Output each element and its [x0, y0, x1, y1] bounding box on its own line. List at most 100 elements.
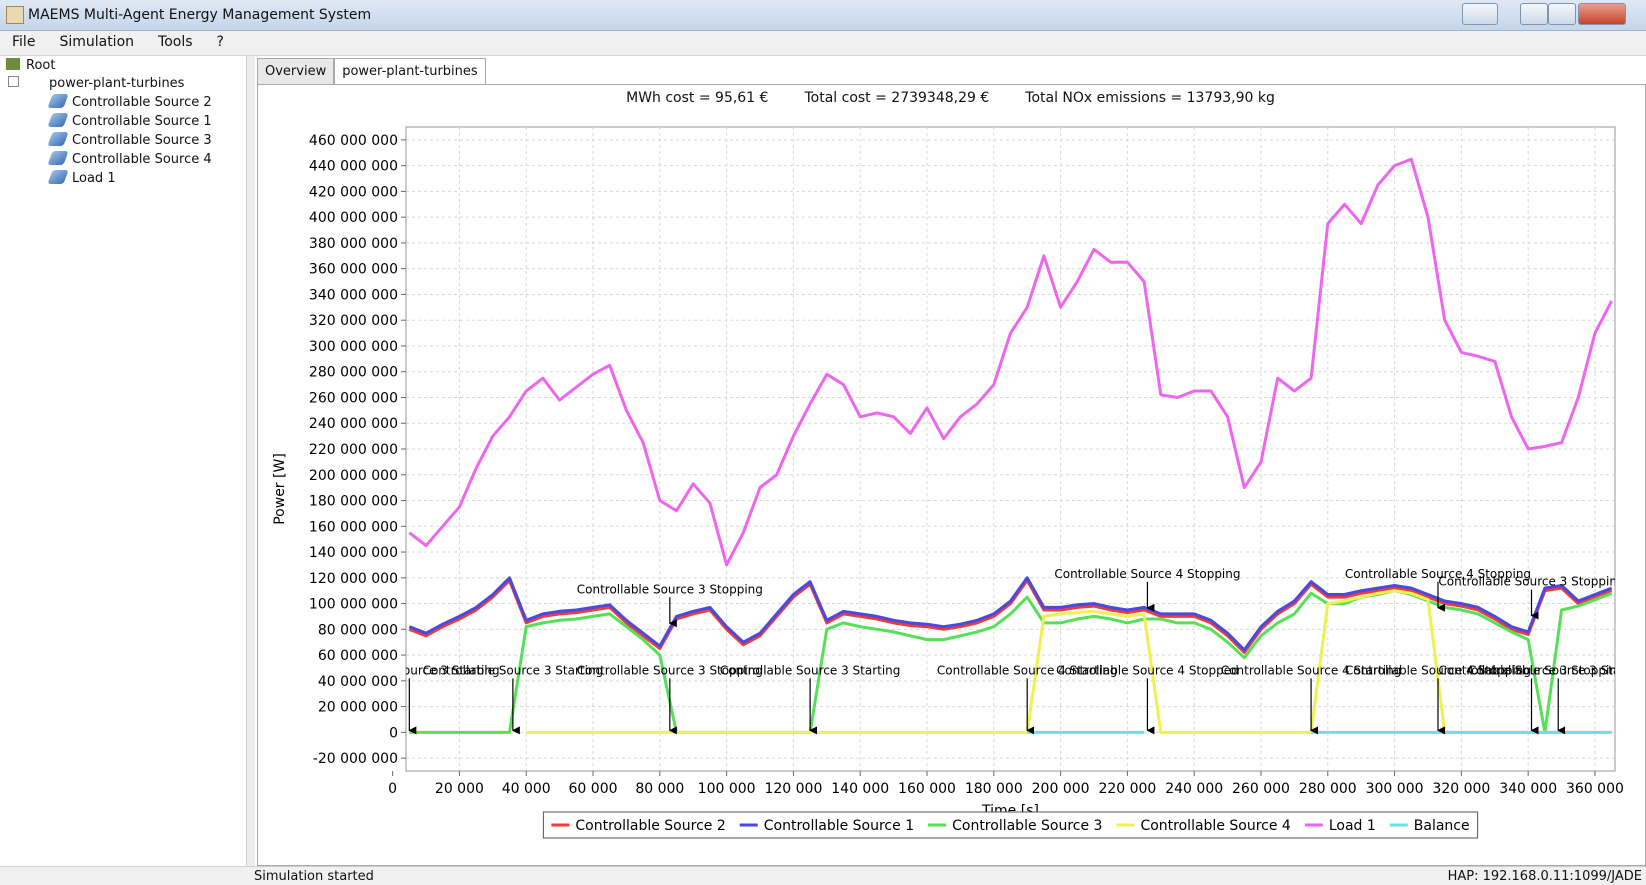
y-tick-label: 60 000 000 [318, 648, 398, 664]
tree-leaf[interactable]: Controllable Source 2 [47, 94, 212, 110]
annotation-text: Controllable Source 4 Starting [937, 663, 1118, 677]
tree-label: Controllable Source 1 [72, 114, 212, 129]
x-tick-label: 320 000 [1432, 781, 1490, 797]
chart: -20 000 000 0 20 000 000 40 000 000 60 000 0… [272, 126, 1645, 839]
series-line [408, 576, 1613, 652]
window-title: MAEMS Multi-Agent Energy Management Syst… [28, 7, 372, 23]
series-line [408, 157, 1614, 567]
splitter[interactable] [247, 56, 255, 866]
y-tick-label: 440 000 000 [309, 159, 398, 175]
summary-text: Total cost = 2739348,29 € [804, 90, 990, 106]
annotation-text: Controllable Source 4 Stopping [1054, 567, 1240, 581]
x-tick-label: 340 000 [1499, 781, 1557, 797]
x-tick-label: 220 000 [1098, 781, 1156, 797]
series-line [526, 589, 1612, 734]
tab[interactable]: power-plant-turbines [334, 58, 486, 84]
maximize-button[interactable] [1548, 3, 1576, 25]
y-tick-label: 280 000 000 [309, 365, 398, 381]
x-tick-label: 20 000 [435, 781, 484, 797]
y-tick-label: 260 000 000 [309, 390, 398, 406]
legend-label: Controllable Source 4 [1140, 818, 1290, 834]
status-text: HAP: 192.168.0.11:1099/JADE [1447, 869, 1642, 884]
app-icon [6, 6, 24, 24]
y-tick-label: 20 000 000 [318, 700, 398, 716]
tree-panel: Root power-plant-turbines Controllable S… [0, 56, 247, 866]
tree-label: power-plant-turbines [49, 76, 185, 91]
tree-label: Root [26, 58, 56, 73]
y-tick-label: 220 000 000 [309, 442, 398, 458]
legend-label: Controllable Source 1 [764, 818, 914, 834]
legend-item: Controllable Source 3 [928, 818, 1102, 834]
menu-item[interactable]: Simulation [59, 34, 135, 50]
legend-item: Load 1 [1304, 818, 1376, 834]
close-button[interactable] [1578, 3, 1626, 25]
tree-root[interactable]: Root [6, 58, 55, 73]
tree-label: Controllable Source 4 [72, 152, 212, 167]
y-tick-label: 40 000 000 [318, 674, 398, 690]
y-tick-label: 300 000 000 [309, 339, 398, 355]
y-tick-label: 380 000 000 [309, 236, 398, 252]
y-axis-label: Power [W] [272, 453, 288, 525]
tree-leaf[interactable]: Controllable Source 1 [47, 113, 212, 129]
y-tick-label: 340 000 000 [309, 287, 398, 303]
annotation-text: Controllable Source 3 Stopping [1438, 575, 1624, 589]
y-tick-label: 100 000 000 [309, 597, 398, 613]
annotation-text: Controllable Source 3 Starting [720, 663, 901, 677]
y-tick-label: 120 000 000 [309, 571, 398, 587]
annotation-text: Controllable Source 3 Starting [423, 663, 604, 677]
annotation-text: Controllable Source 4 Stopped [1056, 663, 1239, 677]
legend-label: Load 1 [1329, 818, 1376, 834]
legend-item: Controllable Source 2 [551, 818, 726, 834]
status-text: Simulation started [254, 869, 374, 884]
y-tick-label: 180 000 000 [309, 494, 398, 510]
x-tick-label: 360 000 [1566, 781, 1624, 797]
tree-label: Controllable Source 3 [72, 133, 212, 148]
y-tick-label: 0 [389, 725, 398, 741]
x-tick-label: 140 000 [831, 781, 889, 797]
legend-label: Balance [1414, 818, 1470, 834]
tree-leaf[interactable]: Load 1 [47, 170, 116, 186]
tab-strip: Overview power-plant-turbines [257, 58, 486, 84]
y-tick-label: 360 000 000 [309, 262, 398, 278]
menu-item[interactable]: File [12, 34, 36, 50]
x-tick-label: 100 000 [698, 781, 756, 797]
menu-item[interactable]: ? [216, 34, 224, 50]
y-tick-label: -20 000 000 [313, 751, 398, 767]
x-tick-label: 200 000 [1032, 781, 1090, 797]
annotation-text: Controllable Source 4 Stopping [1345, 567, 1531, 581]
annotation-text: Controllable Source 4 Starting [1221, 663, 1402, 677]
y-tick-label: 240 000 000 [309, 416, 398, 432]
x-tick-label: 260 000 [1232, 781, 1290, 797]
x-tick-label: 160 000 [898, 781, 956, 797]
minimize-button[interactable] [1520, 3, 1548, 25]
title-bar: MAEMS Multi-Agent Energy Management Syst… [0, 0, 1646, 31]
menu-bar: File Simulation Tools ? [0, 31, 1646, 56]
y-tick-label: 420 000 000 [309, 184, 398, 200]
status-bar: Simulation started HAP: 192.168.0.11:109… [0, 866, 1646, 885]
tree-leaf[interactable]: Controllable Source 4 [47, 151, 212, 167]
chart-panel: -20 000 000 0 20 000 000 40 000 000 60 000 0… [257, 84, 1646, 866]
summary-text: Total NOx emissions = 13793,90 kg [1025, 90, 1275, 106]
y-tick-label: 400 000 000 [309, 210, 398, 226]
x-tick-label: 300 000 [1366, 781, 1424, 797]
tree-leaf[interactable]: Controllable Source 3 [47, 132, 212, 148]
tree-node[interactable]: power-plant-turbines [8, 76, 184, 91]
annotation-text: Controllable Source 4 Stopping [1345, 663, 1531, 677]
menu-item[interactable]: Tools [158, 34, 193, 50]
annotations: Controllable Source 3 StoppingControllab… [319, 567, 1645, 735]
x-tick-label: 120 000 [764, 781, 822, 797]
annotation-text: Controllable Source 3 Stopping [1438, 663, 1624, 677]
x-tick-label: 0 [388, 781, 397, 797]
tree-label: Controllable Source 2 [72, 95, 212, 110]
restore-button[interactable] [1462, 3, 1498, 25]
x-tick-label: 80 000 [635, 781, 684, 797]
annotation-text: Controllable Source 3 Starting [319, 663, 500, 677]
y-tick-label: 460 000 000 [309, 133, 398, 149]
legend-label: Controllable Source 2 [575, 818, 725, 834]
y-tick-label: 320 000 000 [309, 313, 398, 329]
tab[interactable]: Overview [257, 58, 335, 84]
series-line [408, 578, 1613, 654]
annotation-text: Controllable Source 3 Starting [1468, 663, 1645, 677]
y-tick-label: 160 000 000 [309, 519, 398, 535]
